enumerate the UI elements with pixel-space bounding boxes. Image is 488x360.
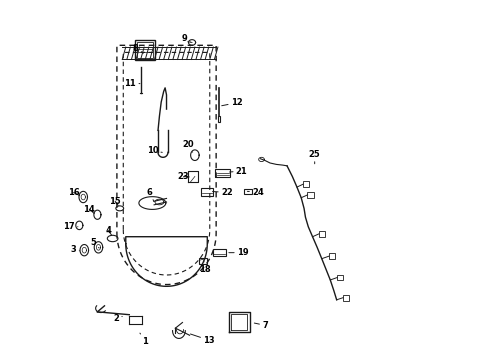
Text: 16: 16 [68, 188, 80, 197]
Text: 13: 13 [190, 334, 214, 345]
Text: 5: 5 [90, 238, 99, 248]
Bar [318, 231, 325, 237]
Text: 1: 1 [140, 333, 148, 346]
Text: 8: 8 [133, 44, 143, 53]
Text: 19: 19 [228, 248, 248, 257]
Bar [302, 181, 308, 187]
Text: 7: 7 [254, 321, 267, 330]
Text: 17: 17 [63, 222, 78, 231]
Text: 4: 4 [105, 226, 111, 235]
Bar [342, 295, 348, 301]
Text: 2: 2 [113, 314, 122, 323]
Bar [328, 253, 334, 259]
Text: 14: 14 [83, 204, 95, 213]
Bar [306, 192, 313, 198]
Text: 15: 15 [109, 197, 121, 206]
Text: 18: 18 [199, 261, 210, 274]
Bar [137, 42, 153, 58]
Text: 9: 9 [182, 34, 190, 43]
Bar [336, 275, 343, 280]
Bar [217, 116, 220, 122]
Text: 6: 6 [146, 188, 154, 202]
Bar [215, 169, 229, 177]
Bar [244, 189, 251, 194]
Text: 12: 12 [221, 98, 242, 107]
Bar [199, 258, 206, 264]
Text: 3: 3 [71, 244, 80, 253]
Text: 24: 24 [247, 188, 264, 197]
Text: 21: 21 [229, 167, 247, 176]
Text: 20: 20 [182, 140, 193, 152]
Text: 22: 22 [212, 188, 232, 197]
Bar [201, 188, 212, 196]
Text: 11: 11 [124, 79, 140, 88]
Text: 10: 10 [146, 147, 162, 156]
Text: 25: 25 [308, 150, 320, 164]
Text: 23: 23 [177, 172, 189, 181]
Bar [134, 40, 155, 60]
Bar [212, 249, 225, 256]
